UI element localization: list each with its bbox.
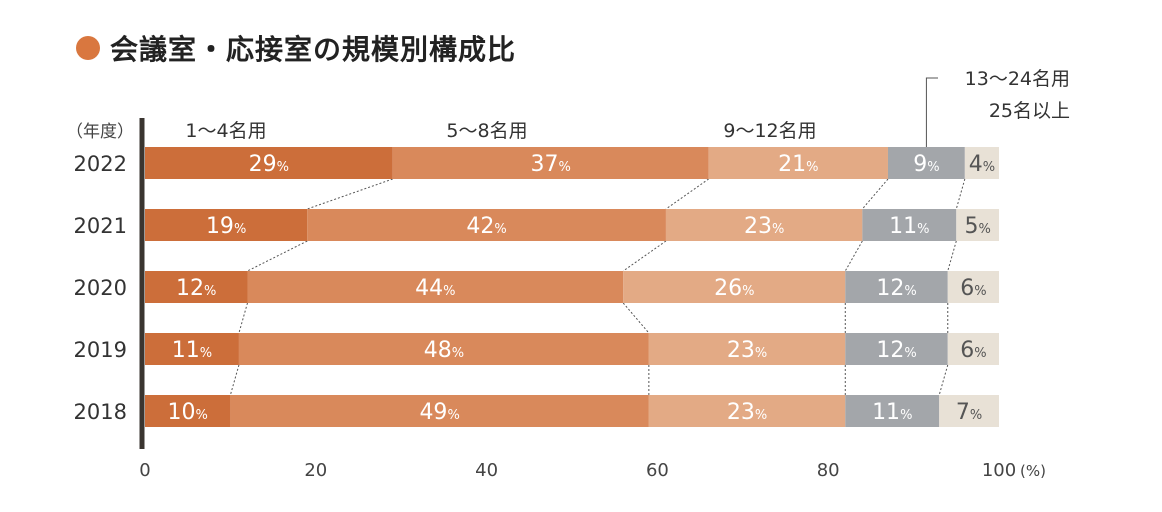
bar-segments [145, 147, 999, 427]
bar-2018-s3 [845, 395, 940, 427]
data-label-2019-s2: 23% [727, 338, 767, 363]
data-label-2020-s1: 44% [415, 276, 455, 301]
connector-2019-b4 [938, 364, 949, 396]
connector-2021-b4 [947, 240, 957, 272]
data-label-2022-s2: 21% [778, 152, 818, 177]
bar-2019-s3 [845, 333, 948, 365]
data-label-2020-s2: 26% [714, 276, 754, 301]
y-tick-2018: 2018 [74, 400, 127, 424]
bar-2019-s4 [947, 333, 999, 365]
title-bullet-icon [76, 36, 100, 60]
x-tick-20: 20 [304, 460, 327, 481]
data-label-2019-s1: 48% [424, 338, 464, 363]
bar-2019-s1 [238, 333, 649, 365]
legend-label-s2: 9〜12名用 [723, 120, 816, 142]
bar-2021-s0 [145, 209, 308, 241]
bar-2021-s1 [307, 209, 666, 241]
data-label-2020-s0: 12% [176, 276, 216, 301]
bar-2022-s4 [964, 147, 999, 179]
connector-2022-b1 [307, 178, 393, 210]
data-label-2019-s0: 11% [172, 338, 212, 363]
bar-2020-s1 [247, 271, 624, 303]
x-tick-100: 100 [982, 460, 1016, 481]
y-tick-2021: 2021 [74, 214, 127, 238]
data-label-2021-s2: 23% [744, 214, 784, 239]
connector-2020-b2 [622, 302, 650, 334]
bar-2020-s2 [623, 271, 846, 303]
bar-2021-s4 [956, 209, 999, 241]
y-tick-2022: 2022 [74, 152, 127, 176]
data-label-2018-s2: 23% [727, 400, 767, 425]
connector-2022-b3 [861, 178, 889, 210]
data-label-2018-s0: 10% [168, 400, 208, 425]
data-label-2021-s3: 11% [889, 214, 929, 239]
x-axis-unit: (%) [1020, 462, 1046, 480]
bar-2022-s0 [145, 147, 393, 179]
data-label-2022-s3: 9% [913, 152, 939, 177]
data-label-2019-s4: 6% [960, 338, 986, 363]
bar-2021-s2 [665, 209, 863, 241]
bar-2018-s1 [230, 395, 649, 427]
chart-title-text: 会議室・応接室の規模別構成比 [110, 33, 517, 66]
data-label-2021-s1: 42% [466, 214, 506, 239]
connector-2022-b4 [955, 178, 966, 210]
legend-label-s0: 1〜4名用 [185, 120, 266, 142]
bar-2020-s4 [947, 271, 999, 303]
y-tick-2019: 2019 [74, 338, 127, 362]
x-tick-60: 60 [646, 460, 669, 481]
legend-label-s4: 25名以上 [989, 100, 1070, 122]
bar-2022-s3 [887, 147, 965, 179]
bar-2022-s1 [392, 147, 709, 179]
legend-label-s3: 13〜24名用 [965, 68, 1070, 90]
x-tick-0: 0 [139, 460, 150, 481]
bar-2021-s3 [862, 209, 957, 241]
data-label-2022-s1: 37% [530, 152, 570, 177]
data-label-2019-s3: 12% [876, 338, 916, 363]
data-labels: 29% 37% 21% 9% 4% 19% 42% 23% 11% 5% 12% 44% 26% 12% 6… [168, 152, 996, 425]
connector-2022-b2 [665, 178, 709, 210]
bar-2020-s0 [145, 271, 248, 303]
y-axis-label: （年度） [66, 122, 134, 142]
bar-2019-s2 [648, 333, 846, 365]
connector-2021-b1 [247, 240, 308, 272]
legend-label-s1: 5〜8名用 [446, 120, 527, 142]
connector-2021-b2 [622, 240, 667, 272]
data-label-2021-s0: 19% [206, 214, 246, 239]
data-label-2021-s4: 5% [964, 214, 990, 239]
bar-2018-s4 [939, 395, 999, 427]
bar-2018-s0 [145, 395, 231, 427]
x-tick-40: 40 [475, 460, 498, 481]
data-label-2018-s1: 49% [419, 400, 459, 425]
data-label-2018-s4: 7% [956, 400, 982, 425]
chart-title: 会議室・応接室の規模別構成比 [76, 28, 516, 68]
x-tick-80: 80 [817, 460, 840, 481]
data-label-2022-s0: 29% [249, 152, 289, 177]
axes: 2022 2021 2020 2019 2018 （年度） 0 20 40 60 80 100 (%) [66, 118, 1046, 481]
legend: 1〜4名用 5〜8名用 9〜12名用 13〜24名用 25名以上 [185, 68, 1070, 147]
connector-2021-b3 [844, 240, 863, 272]
connector-lines [229, 178, 966, 396]
data-label-2020-s4: 6% [960, 276, 986, 301]
data-label-2018-s3: 11% [872, 400, 912, 425]
bar-2020-s3 [845, 271, 948, 303]
y-tick-2020: 2020 [74, 276, 127, 300]
connector-2020-b1 [238, 302, 248, 334]
legend-leader-line [925, 77, 938, 147]
bar-2018-s2 [648, 395, 846, 427]
data-label-2022-s4: 4% [969, 152, 995, 177]
bar-2022-s2 [708, 147, 888, 179]
data-label-2020-s3: 12% [876, 276, 916, 301]
bar-2019-s0 [145, 333, 239, 365]
connector-2019-b1 [229, 364, 240, 396]
